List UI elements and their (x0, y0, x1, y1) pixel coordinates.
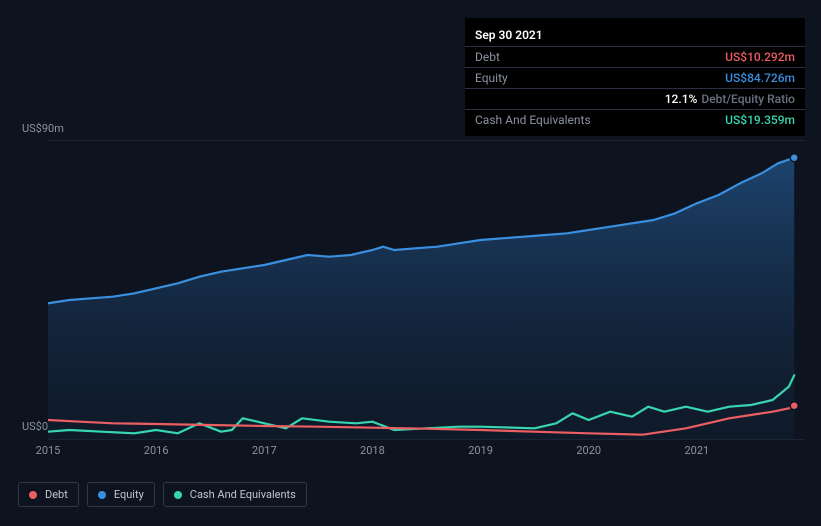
tooltip-row-value: US$19.359m (725, 113, 795, 127)
tooltip-row-secondary: Debt/Equity Ratio (701, 92, 795, 106)
y-axis-label-min: US$0 (22, 420, 48, 433)
legend-item-debt[interactable]: Debt (18, 482, 79, 507)
legend-item-equity[interactable]: Equity (87, 482, 155, 507)
tooltip-row-label: Cash And Equivalents (475, 113, 591, 127)
legend-dot-icon (29, 491, 37, 499)
x-tick: 2017 (252, 444, 277, 457)
tooltip-date: Sep 30 2021 (465, 24, 805, 46)
tooltip-row-label: Debt (475, 50, 500, 64)
tooltip-row: Debt US$10.292m (465, 46, 805, 67)
tooltip-row-value: US$10.292m (725, 50, 795, 64)
tooltip-row: Equity US$84.726m (465, 67, 805, 88)
equity-endpoint (790, 154, 798, 162)
legend-dot-icon (98, 491, 106, 499)
tooltip-row-value: US$84.726m (725, 71, 795, 85)
x-tick: 2018 (360, 444, 385, 457)
x-tick: 2015 (36, 444, 61, 457)
x-axis: 2015201620172018201920202021 (48, 444, 805, 462)
legend: Debt Equity Cash And Equivalents (18, 482, 307, 507)
legend-label: Cash And Equivalents (190, 488, 296, 501)
tooltip-row: Cash And Equivalents US$19.359m (465, 109, 805, 130)
x-tick: 2021 (684, 444, 709, 457)
legend-label: Equity (114, 488, 144, 501)
tooltip-row-value: 12.1%Debt/Equity Ratio (665, 92, 795, 106)
data-tooltip: Sep 30 2021 Debt US$10.292m Equity US$84.72… (465, 18, 805, 136)
x-tick: 2019 (468, 444, 493, 457)
debt-endpoint (790, 402, 798, 410)
x-tick: 2016 (144, 444, 169, 457)
chart-container: Sep 30 2021 Debt US$10.292m Equity US$84.72… (0, 0, 821, 526)
tooltip-rows: Debt US$10.292m Equity US$84.726m 12.1%Debt/… (465, 46, 805, 130)
y-axis-label-max: US$90m (22, 122, 64, 135)
legend-dot-icon (174, 491, 182, 499)
tooltip-row-label: Equity (475, 71, 508, 85)
tooltip-row: 12.1%Debt/Equity Ratio (465, 88, 805, 109)
legend-item-cash-and-equivalents[interactable]: Cash And Equivalents (163, 482, 307, 507)
equity-area (48, 158, 794, 440)
legend-label: Debt (45, 488, 68, 501)
chart-plot-area[interactable] (48, 140, 805, 440)
x-tick: 2020 (576, 444, 601, 457)
